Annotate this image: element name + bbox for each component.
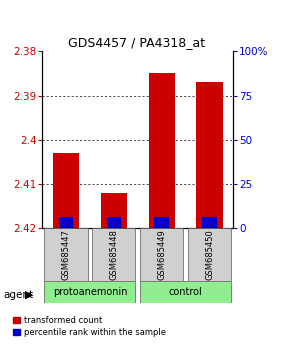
Text: GDS4457 / PA4318_at: GDS4457 / PA4318_at (68, 36, 205, 49)
Text: GSM685449: GSM685449 (157, 229, 166, 280)
Bar (107, 217, 121, 228)
Bar (155, 217, 169, 228)
Text: GSM685450: GSM685450 (205, 229, 214, 280)
Bar (140, 281, 231, 303)
Text: GSM685448: GSM685448 (109, 229, 118, 280)
Bar (53, 153, 79, 228)
Text: control: control (169, 287, 202, 297)
Bar (44, 281, 135, 303)
Bar (202, 217, 217, 228)
Bar (101, 193, 127, 228)
Bar (196, 82, 223, 228)
Bar (59, 217, 73, 228)
Text: GSM685447: GSM685447 (61, 229, 70, 280)
Bar (188, 228, 231, 281)
Legend: transformed count, percentile rank within the sample: transformed count, percentile rank withi… (13, 316, 166, 337)
Bar (92, 228, 135, 281)
Text: agent: agent (3, 290, 33, 299)
Bar (140, 228, 183, 281)
Bar (148, 73, 175, 228)
Bar (44, 228, 88, 281)
Text: ▶: ▶ (25, 290, 33, 299)
Text: protoanemonin: protoanemonin (53, 287, 127, 297)
